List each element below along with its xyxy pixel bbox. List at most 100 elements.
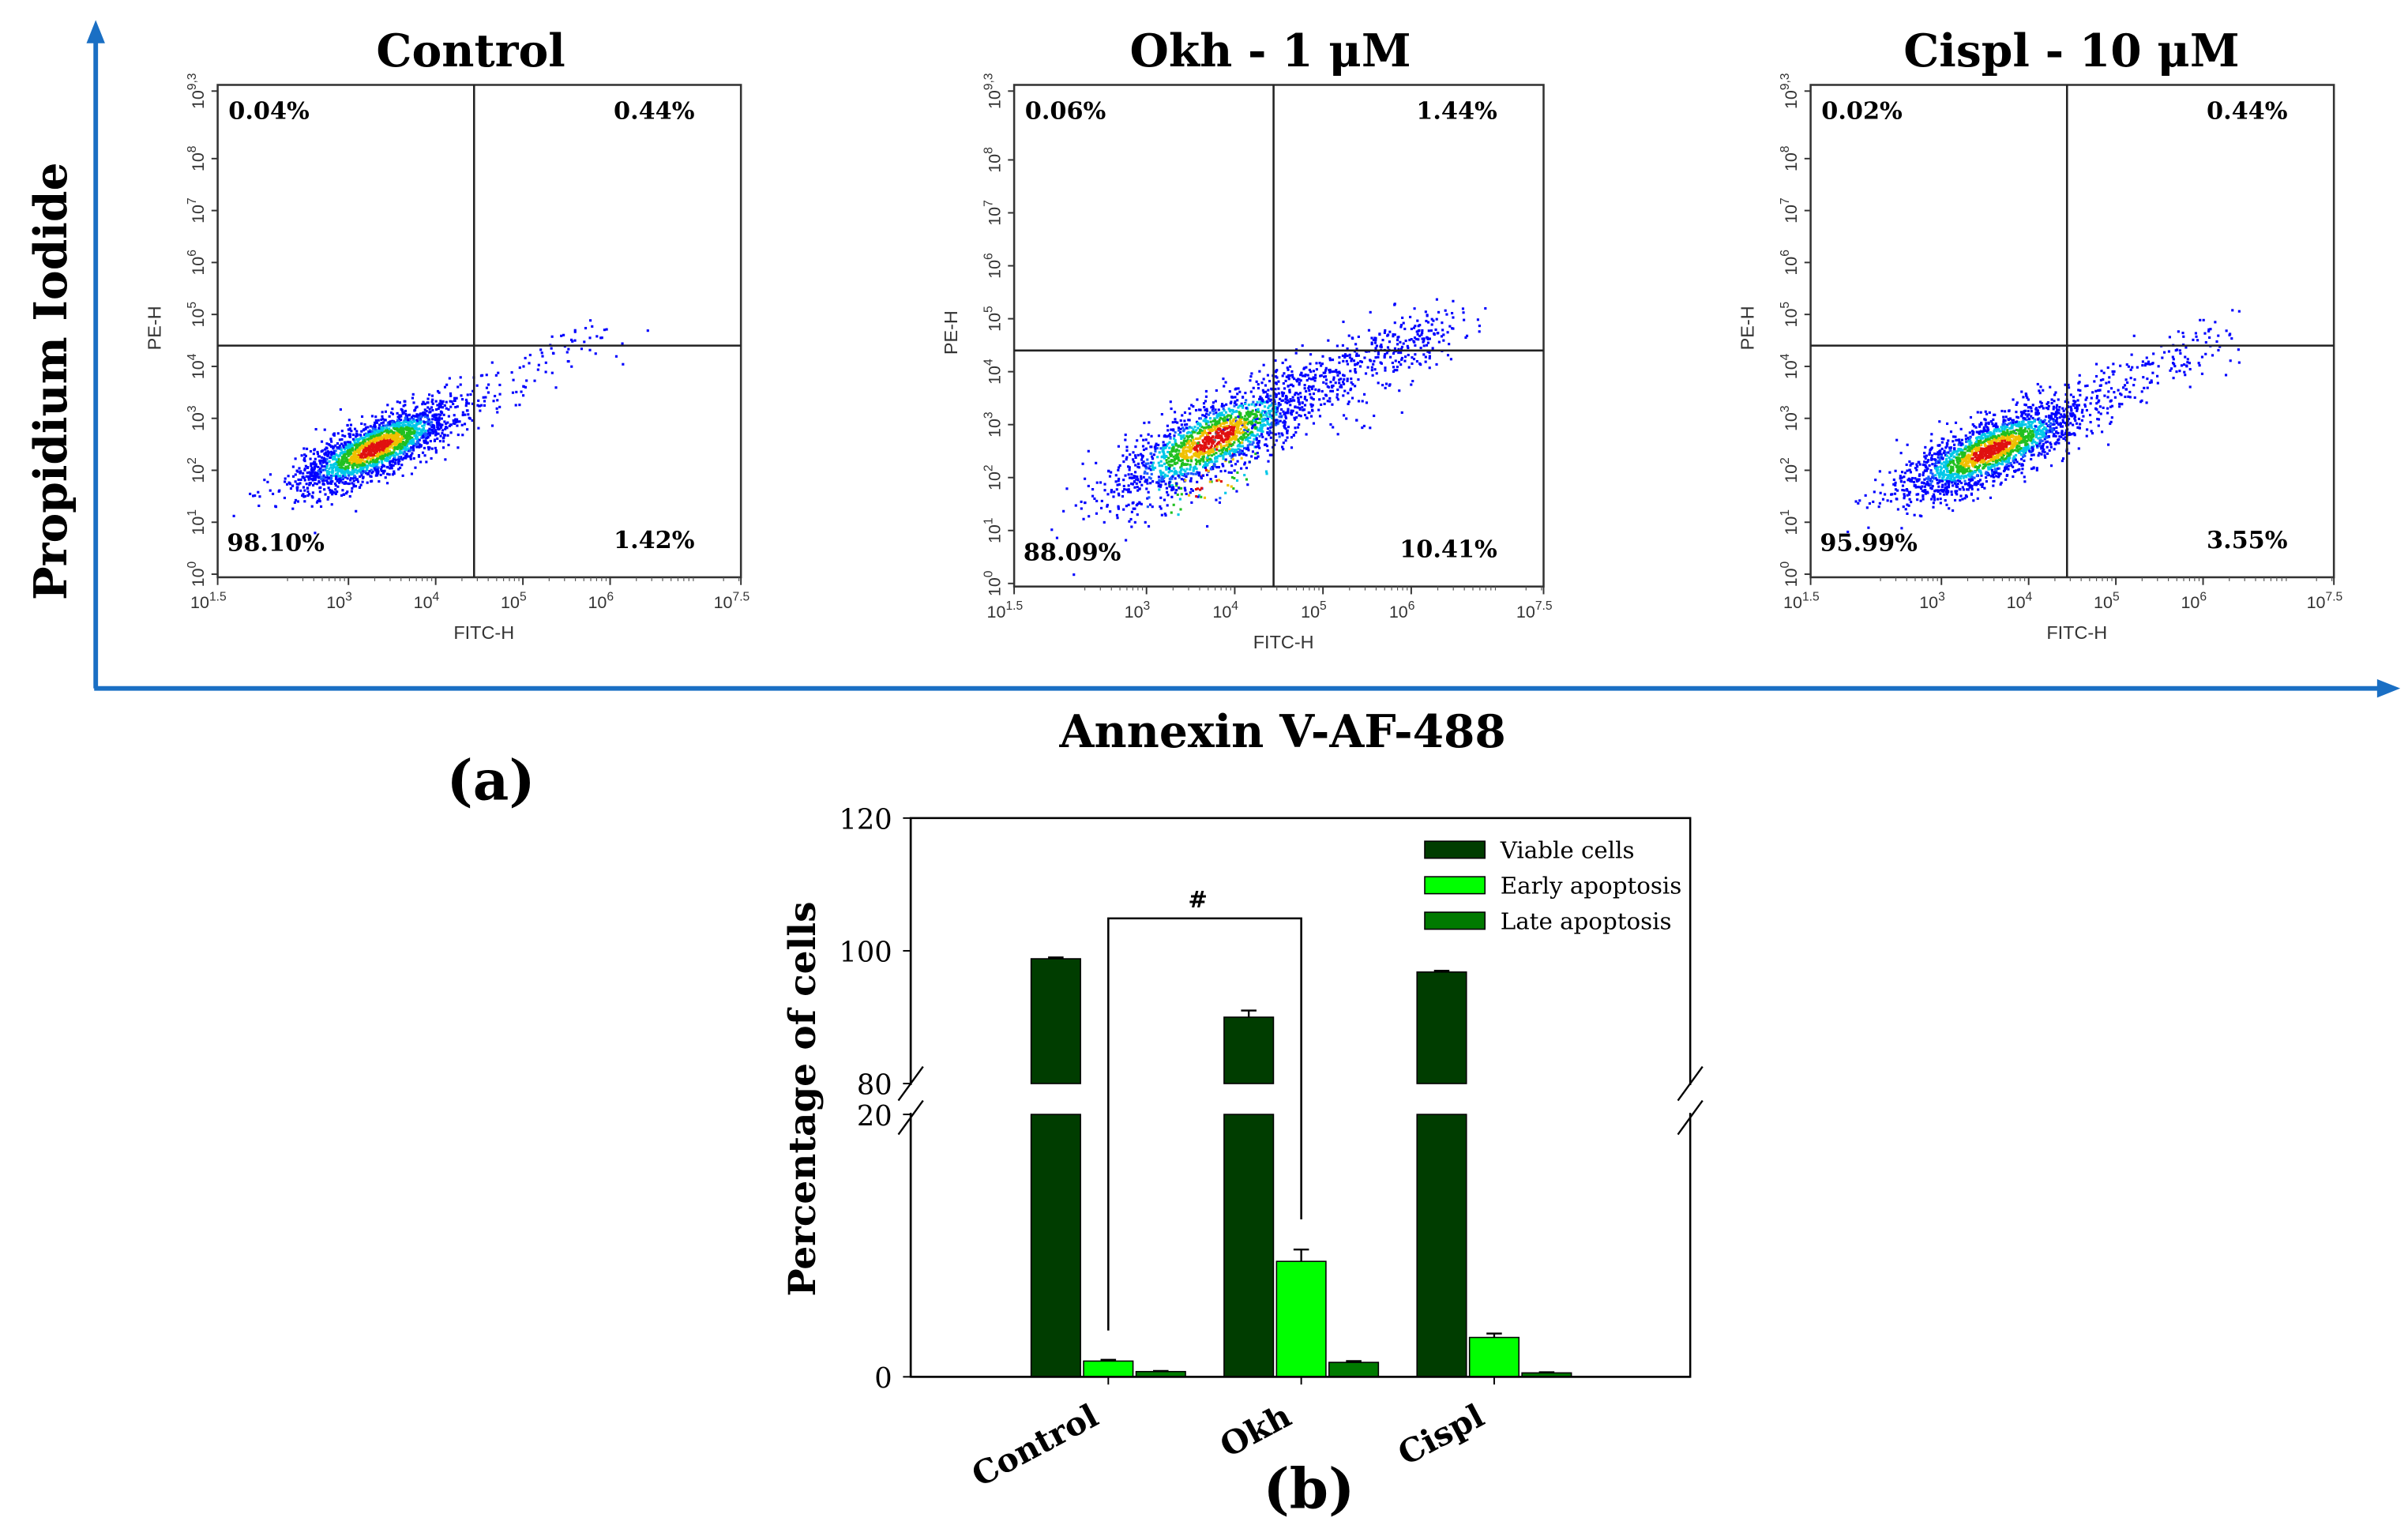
scatter-point bbox=[1234, 387, 1238, 390]
scatter-point bbox=[430, 426, 434, 429]
scatter-point bbox=[385, 427, 388, 430]
scatter-point bbox=[1220, 435, 1223, 438]
scatter-point bbox=[369, 475, 372, 478]
scatter-point bbox=[427, 418, 430, 421]
scatter-point bbox=[1399, 324, 1403, 327]
scatter-point bbox=[402, 456, 405, 460]
scatter-point bbox=[385, 453, 389, 456]
scatter-point bbox=[1135, 482, 1138, 485]
scatter-point bbox=[447, 415, 450, 418]
scatter-point bbox=[1189, 434, 1192, 438]
scatter-point bbox=[378, 430, 381, 434]
scatter-point bbox=[464, 413, 467, 416]
scatter-point bbox=[347, 428, 350, 431]
scatter-point bbox=[369, 439, 372, 442]
scatter-point bbox=[1312, 370, 1316, 373]
scatter-point bbox=[299, 478, 302, 482]
scatter-point bbox=[1406, 344, 1409, 347]
scatter-point bbox=[1212, 425, 1215, 428]
scatter-point bbox=[2162, 351, 2166, 354]
scatter-point bbox=[400, 408, 404, 411]
scatter-point bbox=[1348, 356, 1351, 359]
scatter-point bbox=[361, 471, 364, 475]
scatter-point bbox=[398, 401, 401, 404]
scatter-point bbox=[393, 470, 396, 473]
scatter-point bbox=[319, 462, 322, 465]
scatter-point bbox=[1140, 502, 1143, 505]
scatter-point bbox=[1282, 441, 1285, 445]
scatter-point bbox=[1198, 431, 1201, 434]
scatter-point bbox=[1223, 385, 1226, 388]
scatter-point bbox=[366, 481, 369, 484]
scatter-point bbox=[1370, 369, 1373, 372]
scatter-point bbox=[1204, 400, 1208, 403]
scatter-point bbox=[1256, 417, 1259, 420]
scatter-point bbox=[1194, 408, 1198, 412]
scatter-point bbox=[1244, 392, 1247, 395]
scatter-point bbox=[405, 431, 408, 434]
scatter-point bbox=[411, 418, 415, 421]
scatter-point bbox=[274, 505, 278, 509]
scatter-point bbox=[1355, 354, 1358, 358]
scatter-point bbox=[1153, 445, 1156, 449]
scatter-point bbox=[430, 447, 434, 450]
scatter-point bbox=[1312, 398, 1315, 401]
tick-base: 10 bbox=[189, 516, 208, 535]
scatter-point bbox=[310, 462, 313, 465]
scatter-point bbox=[2218, 345, 2222, 348]
scatter-point bbox=[2075, 422, 2079, 425]
scatter-point bbox=[1200, 450, 1203, 453]
scatter-point bbox=[1127, 490, 1130, 494]
scatter-point bbox=[1231, 458, 1234, 461]
scatter-point bbox=[377, 445, 380, 448]
scatter-point bbox=[328, 482, 331, 485]
scatter-point bbox=[1202, 457, 1205, 460]
scatter-point bbox=[1290, 400, 1293, 403]
scatter-point bbox=[363, 453, 366, 456]
scatter-point bbox=[486, 391, 490, 394]
scatter-point bbox=[350, 490, 354, 493]
scatter-point bbox=[1117, 468, 1120, 471]
scatter-point bbox=[1181, 459, 1184, 462]
scatter-point bbox=[1284, 416, 1288, 420]
scatter-point bbox=[1155, 447, 1159, 450]
tick-exponent: 6 bbox=[982, 253, 996, 260]
scatter-point bbox=[1280, 391, 1283, 394]
scatter-point bbox=[302, 447, 306, 450]
scatter-point bbox=[467, 413, 470, 416]
scatter-point bbox=[1202, 426, 1206, 430]
scatter-point bbox=[1298, 414, 1301, 417]
scatter-point bbox=[377, 470, 380, 473]
scatter-point bbox=[497, 371, 500, 374]
scatter-point bbox=[1164, 454, 1167, 458]
scatter-point bbox=[1310, 408, 1314, 411]
scatter-point bbox=[1231, 430, 1235, 433]
scatter-point bbox=[355, 461, 359, 464]
scatter-point bbox=[1240, 467, 1243, 470]
scatter-point bbox=[374, 474, 378, 477]
scatter-point bbox=[1276, 419, 1279, 422]
scatter-point bbox=[373, 467, 376, 470]
scatter-point bbox=[1314, 374, 1317, 377]
scatter-point bbox=[353, 449, 356, 453]
scatter-point bbox=[339, 461, 342, 465]
scatter-point bbox=[1259, 429, 1262, 432]
scatter-point bbox=[1211, 441, 1214, 445]
scatter-point bbox=[1122, 484, 1125, 488]
scatter-point bbox=[1399, 325, 1403, 329]
scatter-point bbox=[1279, 419, 1282, 423]
scatter-point bbox=[1196, 432, 1200, 435]
scatter-point bbox=[1279, 412, 1282, 415]
scatter-point bbox=[1266, 427, 1269, 430]
y-axis-title: Propidium Iodide bbox=[25, 163, 77, 600]
scatter-point bbox=[456, 446, 460, 449]
scatter-point bbox=[1287, 426, 1290, 429]
scatter-point bbox=[1396, 369, 1399, 372]
scatter-point bbox=[346, 468, 349, 471]
scatter-point bbox=[1149, 452, 1152, 455]
scatter-point bbox=[438, 423, 441, 426]
scatter-point bbox=[1200, 458, 1203, 461]
scatter-point bbox=[1392, 370, 1396, 374]
scatter-point bbox=[1160, 455, 1164, 458]
scatter-point bbox=[1308, 389, 1311, 393]
